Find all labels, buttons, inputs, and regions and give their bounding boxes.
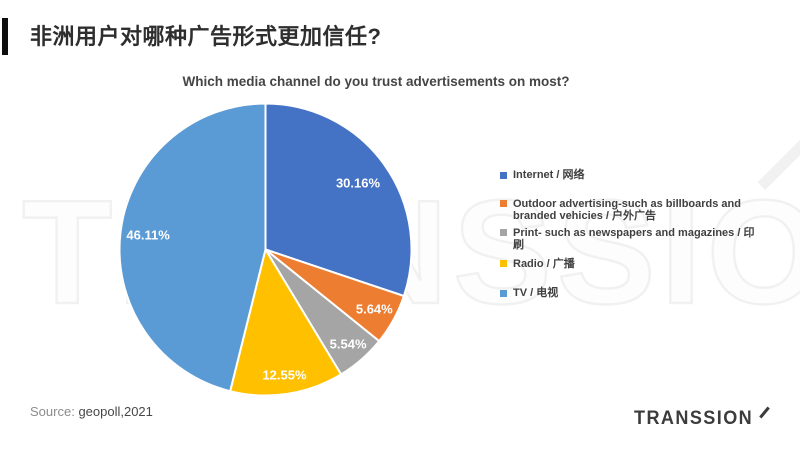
legend-item-label: TV / 电视: [513, 287, 559, 299]
chart-subtitle: Which media channel do you trust adverti…: [182, 74, 570, 89]
pie-slice-label-1: 5.64%: [356, 302, 393, 317]
brand-logo-accent-mark: [759, 406, 770, 419]
legend-swatch-icon: [500, 171, 507, 179]
pie-slice-0: [264, 102, 413, 298]
source-note: Source: geopoll,2021: [30, 404, 153, 419]
background-watermark-accent: [757, 136, 800, 191]
legend-item-label: Outdoor advertising-such as billboards a…: [513, 197, 741, 223]
legend-item-0: Internet / 网络: [500, 169, 756, 182]
legend-swatch-icon: [500, 260, 507, 267]
source-value: geopoll,2021: [78, 404, 153, 419]
legend-item-2: Print- such as newspapers and magazines …: [500, 227, 756, 252]
legend-item-label: Print- such as newspapers and magazines …: [513, 226, 755, 252]
page-title: 非洲用户对哪种广告形式更加信任?: [30, 24, 382, 49]
legend-swatch-icon: [500, 289, 507, 297]
pie-slice-3: [229, 248, 343, 397]
title-accent-bar: [2, 18, 8, 55]
legend-swatch-icon: [500, 229, 507, 236]
legend-swatch-icon: [500, 200, 507, 207]
legend-item-1: Outdoor advertising-such as billboards a…: [500, 198, 756, 223]
pie-slice-label-3: 12.55%: [262, 368, 307, 383]
pie-slice-label-4: 46.11%: [126, 228, 170, 243]
pie-slice-label-0: 30.16%: [336, 176, 381, 191]
chart-legend: Internet / 网络 Outdoor advertising-such as…: [500, 169, 756, 300]
legend-item-label: Radio / 广播: [513, 257, 575, 270]
legend-item-3: Radio / 广播: [500, 258, 756, 271]
source-label: Source:: [30, 404, 75, 419]
brand-logo: TRANSSION: [634, 408, 754, 429]
pie-slice-label-2: 5.54%: [330, 337, 367, 352]
pie-slice-4: [118, 102, 267, 393]
pie-chart: 30.16% 5.64% 5.54% 12.55% 46.11%: [117, 101, 414, 398]
legend-item-4: TV / 电视: [500, 287, 756, 300]
legend-item-label: Internet / 网络: [513, 169, 585, 181]
